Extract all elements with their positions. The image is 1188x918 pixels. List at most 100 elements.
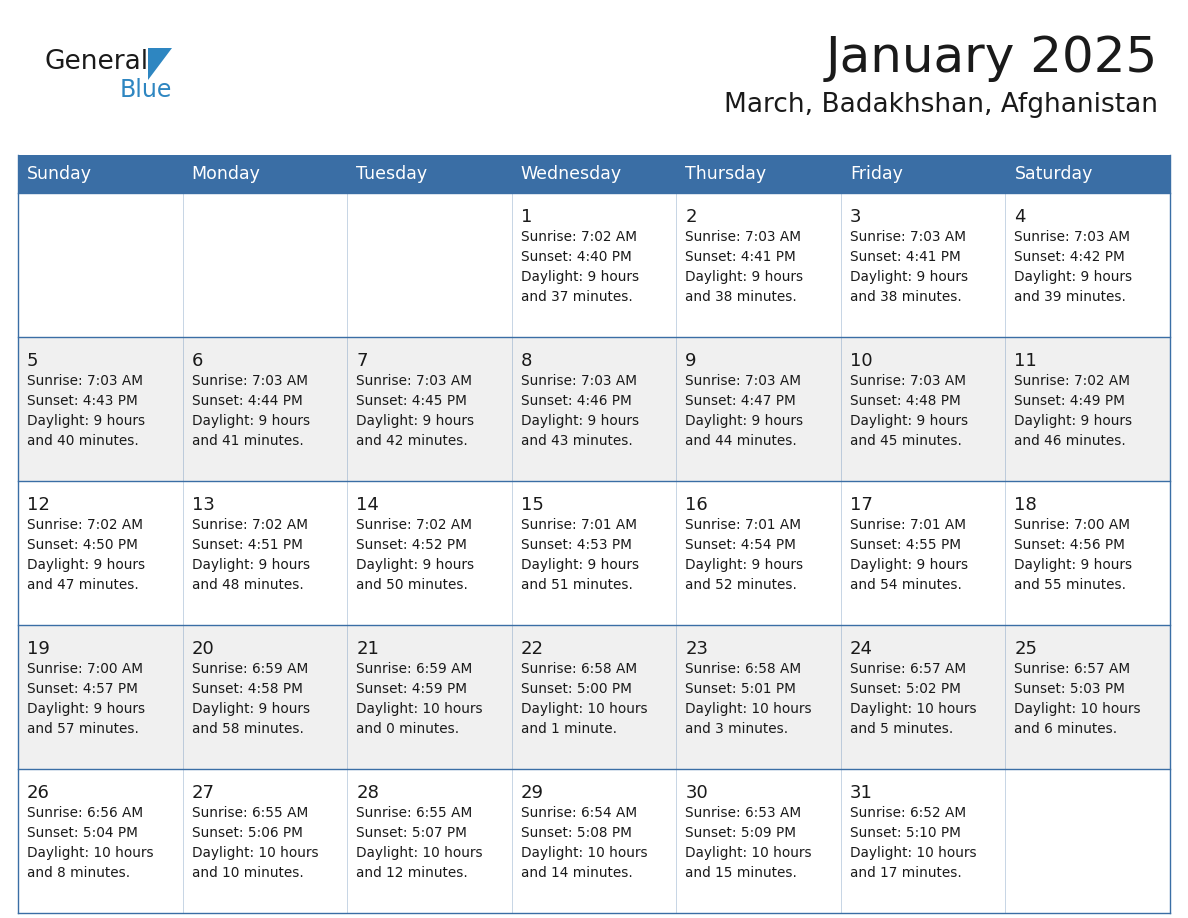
Text: Saturday: Saturday <box>1015 165 1093 183</box>
Text: Daylight: 10 hours: Daylight: 10 hours <box>356 702 482 716</box>
Text: Sunrise: 7:02 AM: Sunrise: 7:02 AM <box>356 518 472 532</box>
Text: Sunset: 5:03 PM: Sunset: 5:03 PM <box>1015 682 1125 696</box>
Text: Daylight: 9 hours: Daylight: 9 hours <box>27 558 145 572</box>
Text: Sunset: 4:54 PM: Sunset: 4:54 PM <box>685 538 796 552</box>
Text: and 46 minutes.: and 46 minutes. <box>1015 434 1126 448</box>
Text: 29: 29 <box>520 784 544 802</box>
Text: and 41 minutes.: and 41 minutes. <box>191 434 303 448</box>
Text: and 12 minutes.: and 12 minutes. <box>356 866 468 880</box>
Text: Sunset: 4:40 PM: Sunset: 4:40 PM <box>520 250 632 264</box>
Text: and 37 minutes.: and 37 minutes. <box>520 290 632 304</box>
Text: Daylight: 9 hours: Daylight: 9 hours <box>849 270 968 284</box>
Text: and 48 minutes.: and 48 minutes. <box>191 578 303 592</box>
Text: Sunrise: 7:03 AM: Sunrise: 7:03 AM <box>849 230 966 244</box>
Text: and 14 minutes.: and 14 minutes. <box>520 866 632 880</box>
Text: Tuesday: Tuesday <box>356 165 428 183</box>
Text: 11: 11 <box>1015 352 1037 370</box>
Text: Sunrise: 7:01 AM: Sunrise: 7:01 AM <box>685 518 801 532</box>
Text: 14: 14 <box>356 496 379 514</box>
Text: and 8 minutes.: and 8 minutes. <box>27 866 131 880</box>
Text: and 3 minutes.: and 3 minutes. <box>685 722 789 736</box>
Text: 12: 12 <box>27 496 50 514</box>
Text: Sunrise: 7:02 AM: Sunrise: 7:02 AM <box>520 230 637 244</box>
Bar <box>18 625 1170 769</box>
Text: Daylight: 10 hours: Daylight: 10 hours <box>685 846 811 860</box>
Text: Sunrise: 7:03 AM: Sunrise: 7:03 AM <box>191 374 308 388</box>
Text: Sunset: 4:59 PM: Sunset: 4:59 PM <box>356 682 467 696</box>
Text: Sunrise: 6:58 AM: Sunrise: 6:58 AM <box>685 662 802 676</box>
Text: Sunrise: 7:03 AM: Sunrise: 7:03 AM <box>520 374 637 388</box>
Text: 15: 15 <box>520 496 544 514</box>
Text: and 42 minutes.: and 42 minutes. <box>356 434 468 448</box>
Text: Daylight: 9 hours: Daylight: 9 hours <box>685 270 803 284</box>
Text: and 45 minutes.: and 45 minutes. <box>849 434 962 448</box>
Text: Sunrise: 6:55 AM: Sunrise: 6:55 AM <box>356 806 473 820</box>
Text: Sunset: 4:49 PM: Sunset: 4:49 PM <box>1015 394 1125 408</box>
Text: Sunset: 4:41 PM: Sunset: 4:41 PM <box>849 250 961 264</box>
Text: 10: 10 <box>849 352 872 370</box>
Text: 8: 8 <box>520 352 532 370</box>
Text: 24: 24 <box>849 640 873 658</box>
Text: 27: 27 <box>191 784 215 802</box>
Text: 26: 26 <box>27 784 50 802</box>
Text: and 58 minutes.: and 58 minutes. <box>191 722 303 736</box>
Text: Daylight: 10 hours: Daylight: 10 hours <box>27 846 153 860</box>
Text: Daylight: 10 hours: Daylight: 10 hours <box>191 846 318 860</box>
Text: 31: 31 <box>849 784 873 802</box>
Text: and 47 minutes.: and 47 minutes. <box>27 578 139 592</box>
Text: Daylight: 9 hours: Daylight: 9 hours <box>685 558 803 572</box>
Text: 9: 9 <box>685 352 697 370</box>
Text: Sunset: 4:46 PM: Sunset: 4:46 PM <box>520 394 632 408</box>
Bar <box>18 481 1170 625</box>
Text: General: General <box>45 49 150 75</box>
Text: Sunset: 5:07 PM: Sunset: 5:07 PM <box>356 826 467 840</box>
Text: 7: 7 <box>356 352 367 370</box>
Text: Sunrise: 7:01 AM: Sunrise: 7:01 AM <box>849 518 966 532</box>
Text: Sunset: 4:58 PM: Sunset: 4:58 PM <box>191 682 303 696</box>
Text: Sunset: 4:43 PM: Sunset: 4:43 PM <box>27 394 138 408</box>
Text: Monday: Monday <box>191 165 260 183</box>
Text: January 2025: January 2025 <box>826 34 1158 82</box>
Text: 21: 21 <box>356 640 379 658</box>
Text: and 55 minutes.: and 55 minutes. <box>1015 578 1126 592</box>
Text: 25: 25 <box>1015 640 1037 658</box>
Text: and 43 minutes.: and 43 minutes. <box>520 434 632 448</box>
Text: Sunrise: 7:02 AM: Sunrise: 7:02 AM <box>191 518 308 532</box>
Text: 6: 6 <box>191 352 203 370</box>
Text: Sunrise: 6:59 AM: Sunrise: 6:59 AM <box>356 662 473 676</box>
Bar <box>18 769 1170 913</box>
Text: 30: 30 <box>685 784 708 802</box>
Text: 23: 23 <box>685 640 708 658</box>
Text: Sunrise: 6:59 AM: Sunrise: 6:59 AM <box>191 662 308 676</box>
Text: Sunrise: 7:03 AM: Sunrise: 7:03 AM <box>685 374 801 388</box>
Text: 5: 5 <box>27 352 38 370</box>
Text: Daylight: 9 hours: Daylight: 9 hours <box>520 270 639 284</box>
Text: Sunset: 4:47 PM: Sunset: 4:47 PM <box>685 394 796 408</box>
Text: Sunrise: 6:57 AM: Sunrise: 6:57 AM <box>1015 662 1131 676</box>
Text: Daylight: 10 hours: Daylight: 10 hours <box>849 702 977 716</box>
Text: Sunrise: 6:55 AM: Sunrise: 6:55 AM <box>191 806 308 820</box>
Text: Sunrise: 6:56 AM: Sunrise: 6:56 AM <box>27 806 143 820</box>
Text: 22: 22 <box>520 640 544 658</box>
Text: and 1 minute.: and 1 minute. <box>520 722 617 736</box>
Text: Sunset: 4:53 PM: Sunset: 4:53 PM <box>520 538 632 552</box>
Text: Sunset: 5:09 PM: Sunset: 5:09 PM <box>685 826 796 840</box>
Text: Sunset: 4:45 PM: Sunset: 4:45 PM <box>356 394 467 408</box>
Text: 2: 2 <box>685 208 697 226</box>
Text: Sunrise: 6:53 AM: Sunrise: 6:53 AM <box>685 806 802 820</box>
Text: Sunrise: 6:57 AM: Sunrise: 6:57 AM <box>849 662 966 676</box>
Text: March, Badakhshan, Afghanistan: March, Badakhshan, Afghanistan <box>723 92 1158 118</box>
Text: and 5 minutes.: and 5 minutes. <box>849 722 953 736</box>
Text: Daylight: 10 hours: Daylight: 10 hours <box>685 702 811 716</box>
Text: and 54 minutes.: and 54 minutes. <box>849 578 962 592</box>
Text: Sunset: 5:04 PM: Sunset: 5:04 PM <box>27 826 138 840</box>
Text: Sunrise: 6:54 AM: Sunrise: 6:54 AM <box>520 806 637 820</box>
Text: and 39 minutes.: and 39 minutes. <box>1015 290 1126 304</box>
Text: Sunset: 4:42 PM: Sunset: 4:42 PM <box>1015 250 1125 264</box>
Text: Sunrise: 7:01 AM: Sunrise: 7:01 AM <box>520 518 637 532</box>
Polygon shape <box>148 48 172 80</box>
Text: Daylight: 10 hours: Daylight: 10 hours <box>520 702 647 716</box>
Text: and 50 minutes.: and 50 minutes. <box>356 578 468 592</box>
Text: Sunset: 4:56 PM: Sunset: 4:56 PM <box>1015 538 1125 552</box>
Text: 28: 28 <box>356 784 379 802</box>
